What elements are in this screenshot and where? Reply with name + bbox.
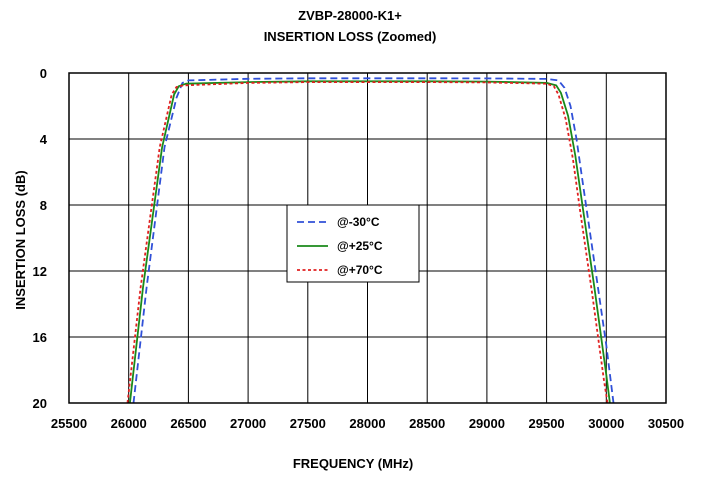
plot-area-frame bbox=[68, 72, 667, 404]
y-tick-label: 4 bbox=[40, 132, 48, 147]
series-line-2 bbox=[126, 81, 609, 404]
y-tick-label: 16 bbox=[33, 330, 47, 345]
chart-subtitle: INSERTION LOSS (Zoomed) bbox=[264, 29, 437, 44]
legend-label: @+25°C bbox=[337, 239, 383, 253]
x-tick-label: 27500 bbox=[290, 416, 326, 431]
y-tick-labels: 0 4 8 12 16 20 bbox=[33, 66, 48, 411]
legend: @-30°C @+25°C @+70°C bbox=[286, 204, 420, 283]
y-tick-label: 12 bbox=[33, 264, 47, 279]
y-tick-label: 20 bbox=[33, 396, 47, 411]
chart-title: ZVBP-28000-K1+ bbox=[298, 8, 402, 23]
x-tick-label: 27000 bbox=[230, 416, 266, 431]
x-tick-labels: 25500 26000 26500 27000 27500 28000 28500 29000… bbox=[51, 416, 684, 431]
x-tick-label: 30500 bbox=[648, 416, 684, 431]
x-tick-label: 26000 bbox=[111, 416, 147, 431]
y-tick-label: 8 bbox=[40, 198, 47, 213]
y-tick-label: 0 bbox=[40, 66, 47, 81]
x-tick-label: 29000 bbox=[469, 416, 505, 431]
series-lines bbox=[126, 77, 615, 404]
series-line-0 bbox=[132, 77, 615, 404]
legend-label: @-30°C bbox=[337, 215, 380, 229]
x-tick-label: 28000 bbox=[349, 416, 385, 431]
x-axis-label: FREQUENCY (MHz) bbox=[293, 456, 413, 471]
x-tick-label: 29500 bbox=[529, 416, 565, 431]
x-tick-label: 28500 bbox=[409, 416, 445, 431]
legend-label: @+70°C bbox=[337, 263, 383, 277]
x-tick-label: 30000 bbox=[588, 416, 624, 431]
x-tick-label: 25500 bbox=[51, 416, 87, 431]
y-axis-label: INSERTION LOSS (dB) bbox=[13, 170, 28, 309]
x-tick-label: 26500 bbox=[170, 416, 206, 431]
